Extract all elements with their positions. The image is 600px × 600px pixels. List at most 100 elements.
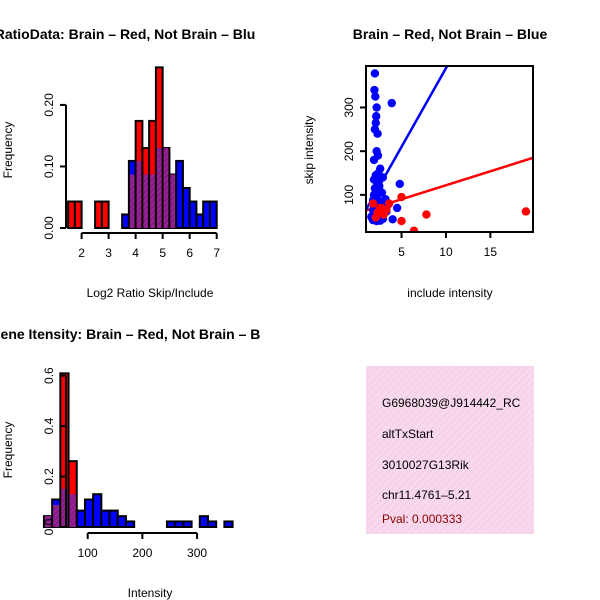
intensity-bar-6 <box>92 493 103 529</box>
intensity-bar-17 <box>182 520 193 528</box>
ratio-histogram-y-axis: 0.00 0.10 0.20 <box>42 93 67 240</box>
ratio-x-tick-label-1: 3 <box>105 246 112 260</box>
scatter-point-brain-2 <box>409 226 419 232</box>
ratio-bar-20 <box>202 200 211 230</box>
scatter-point-brain-10 <box>371 213 380 222</box>
scatter-point-brain-9 <box>368 199 378 208</box>
scatter-clip <box>366 66 533 232</box>
scatter-point-not-brain-15 <box>378 173 388 182</box>
intensity-overlap-bar-2 <box>61 488 68 527</box>
intensity-bar-8 <box>108 509 119 529</box>
ratio-overlap-bar-12 <box>150 174 155 228</box>
intensity-y-tick-label-3: 0.6 <box>42 367 56 384</box>
ratio-histogram-xlabel: Log2 Ratio Skip/Include <box>87 286 214 300</box>
info-gene: 3010027G13Rik <box>382 458 470 472</box>
ratio-histogram-bars <box>67 66 218 230</box>
ratio-bar-21 <box>208 200 218 230</box>
info-event-type: altTxStart <box>382 427 434 441</box>
intensity-bar-5 <box>83 498 95 529</box>
ratio-bar-19 <box>195 213 205 229</box>
intensity-histogram-y-axis: 0.0 0.2 0.4 0.6 <box>42 367 67 535</box>
scatter-point-brain-3 <box>397 216 406 226</box>
ratio-y-tick-label-1: 0.10 <box>42 154 56 178</box>
info-pval: Pval: 0.000333 <box>382 512 462 526</box>
scatter-panel: Brain – Red, Not Brain – Blue 100200300 … <box>302 26 548 300</box>
info-box-background <box>366 366 534 534</box>
scatter-x-tick-label-0: 5 <box>398 245 405 259</box>
intensity-histogram-bars <box>42 372 234 529</box>
scatter-point-not-brain-18 <box>395 179 404 189</box>
ratio-overlap-bar-15 <box>170 174 176 228</box>
ratio-histogram-x-axis: 2 3 4 5 6 7 <box>78 232 220 260</box>
ratio-bar-16 <box>175 159 184 229</box>
scatter-y-axis: 100 200 300 <box>342 97 366 205</box>
scatter-fit-line-brain <box>366 156 533 212</box>
ratio-y-tick-label-2: 0.20 <box>42 93 56 117</box>
scatter-ylabel: skip intensity <box>302 116 316 185</box>
ratio-histogram-ylabel: Frequency <box>1 122 15 179</box>
ratio-bar-17 <box>181 187 191 229</box>
scatter-point-not-brain-11 <box>369 155 379 165</box>
scatter-x-tick-label-2: 15 <box>484 245 498 259</box>
ratio-bar-0 <box>67 200 76 230</box>
intensity-bar-4 <box>75 509 86 529</box>
intensity-y-tick-label-2: 0.4 <box>42 417 56 434</box>
ratio-x-tick-label-2: 4 <box>132 246 139 260</box>
info-box: G6968039@J914442_RC altTxStart 3010027G1… <box>366 366 534 534</box>
ratio-overlap-bar-14 <box>163 148 169 228</box>
intensity-bar-9 <box>116 515 127 528</box>
scatter-x-axis: 5 10 15 <box>398 232 497 259</box>
intensity-histogram-ylabel: Frequency <box>1 422 15 479</box>
info-panel: G6968039@J914442_RC altTxStart 3010027G1… <box>366 366 534 534</box>
intensity-histogram-panel: Gene Itensity: Brain – Red, Not Brain – … <box>0 326 260 600</box>
scatter-xlabel: include intensity <box>407 286 492 300</box>
intensity-histogram-xlabel: Intensity <box>128 586 173 600</box>
intensity-bar-16 <box>174 520 185 528</box>
info-location: chr11.4761–5.21 <box>382 488 472 502</box>
scatter-point-not-brain-44 <box>388 215 397 224</box>
scatter-fit-line-not-brain <box>366 66 449 211</box>
ratio-bar-8 <box>121 213 130 229</box>
ratio-histogram-title: RatioData: Brain – Red, Not Brain – Blu <box>0 26 255 42</box>
intensity-bar-19 <box>198 515 209 528</box>
scatter-plot-area <box>366 66 533 232</box>
scatter-point-not-brain-5 <box>372 112 381 121</box>
intensity-x-tick-label-1: 200 <box>132 546 152 560</box>
scatter-point-not-brain-3 <box>387 98 396 108</box>
intensity-x-tick-label-2: 300 <box>187 546 207 560</box>
intensity-bar-22 <box>223 520 234 528</box>
intensity-bar-10 <box>124 520 136 528</box>
ratio-histogram-panel: RatioData: Brain – Red, Not Brain – Blu … <box>0 26 255 300</box>
ratio-overlap-bar-9 <box>129 174 135 228</box>
info-exon-id: G6968039@J914442_RC <box>382 396 521 410</box>
ratio-x-tick-label-3: 5 <box>159 246 166 260</box>
scatter-point-brain-4 <box>397 192 406 202</box>
ratio-bar-1 <box>73 200 83 230</box>
ratio-y-tick-label-0: 0.00 <box>42 216 56 240</box>
scatter-point-not-brain-6 <box>371 118 380 127</box>
scatter-y-tick-label-2: 300 <box>342 97 356 117</box>
ratio-overlap-bar-10 <box>136 160 142 228</box>
intensity-bar-15 <box>165 520 177 528</box>
intensity-bar-20 <box>206 520 218 528</box>
scatter-point-not-brain-2 <box>371 92 380 101</box>
scatter-point-not-brain-0 <box>370 69 380 78</box>
intensity-overlap-bar-0 <box>44 516 52 527</box>
intensity-histogram-x-axis: 100 200 300 <box>78 532 207 560</box>
scatter-point-not-brain-32 <box>392 203 402 213</box>
ratio-x-tick-label-5: 7 <box>213 246 220 260</box>
ratio-x-tick-label-0: 2 <box>78 246 85 260</box>
scatter-title: Brain – Red, Not Brain – Blue <box>353 26 548 42</box>
scatter-point-not-brain-4 <box>372 103 381 112</box>
scatter-point-brain-0 <box>521 207 531 216</box>
intensity-overlap-bar-1 <box>53 505 60 527</box>
intensity-x-tick-label-0: 100 <box>78 546 98 560</box>
scatter-point-not-brain-1 <box>370 85 379 95</box>
scatter-x-tick-label-1: 10 <box>439 245 453 259</box>
scatter-point-brain-11 <box>382 205 391 214</box>
scatter-point-brain-1 <box>422 210 431 219</box>
ratio-bar-18 <box>188 200 198 230</box>
ratio-bar-4 <box>94 200 103 230</box>
intensity-bar-7 <box>100 509 111 529</box>
